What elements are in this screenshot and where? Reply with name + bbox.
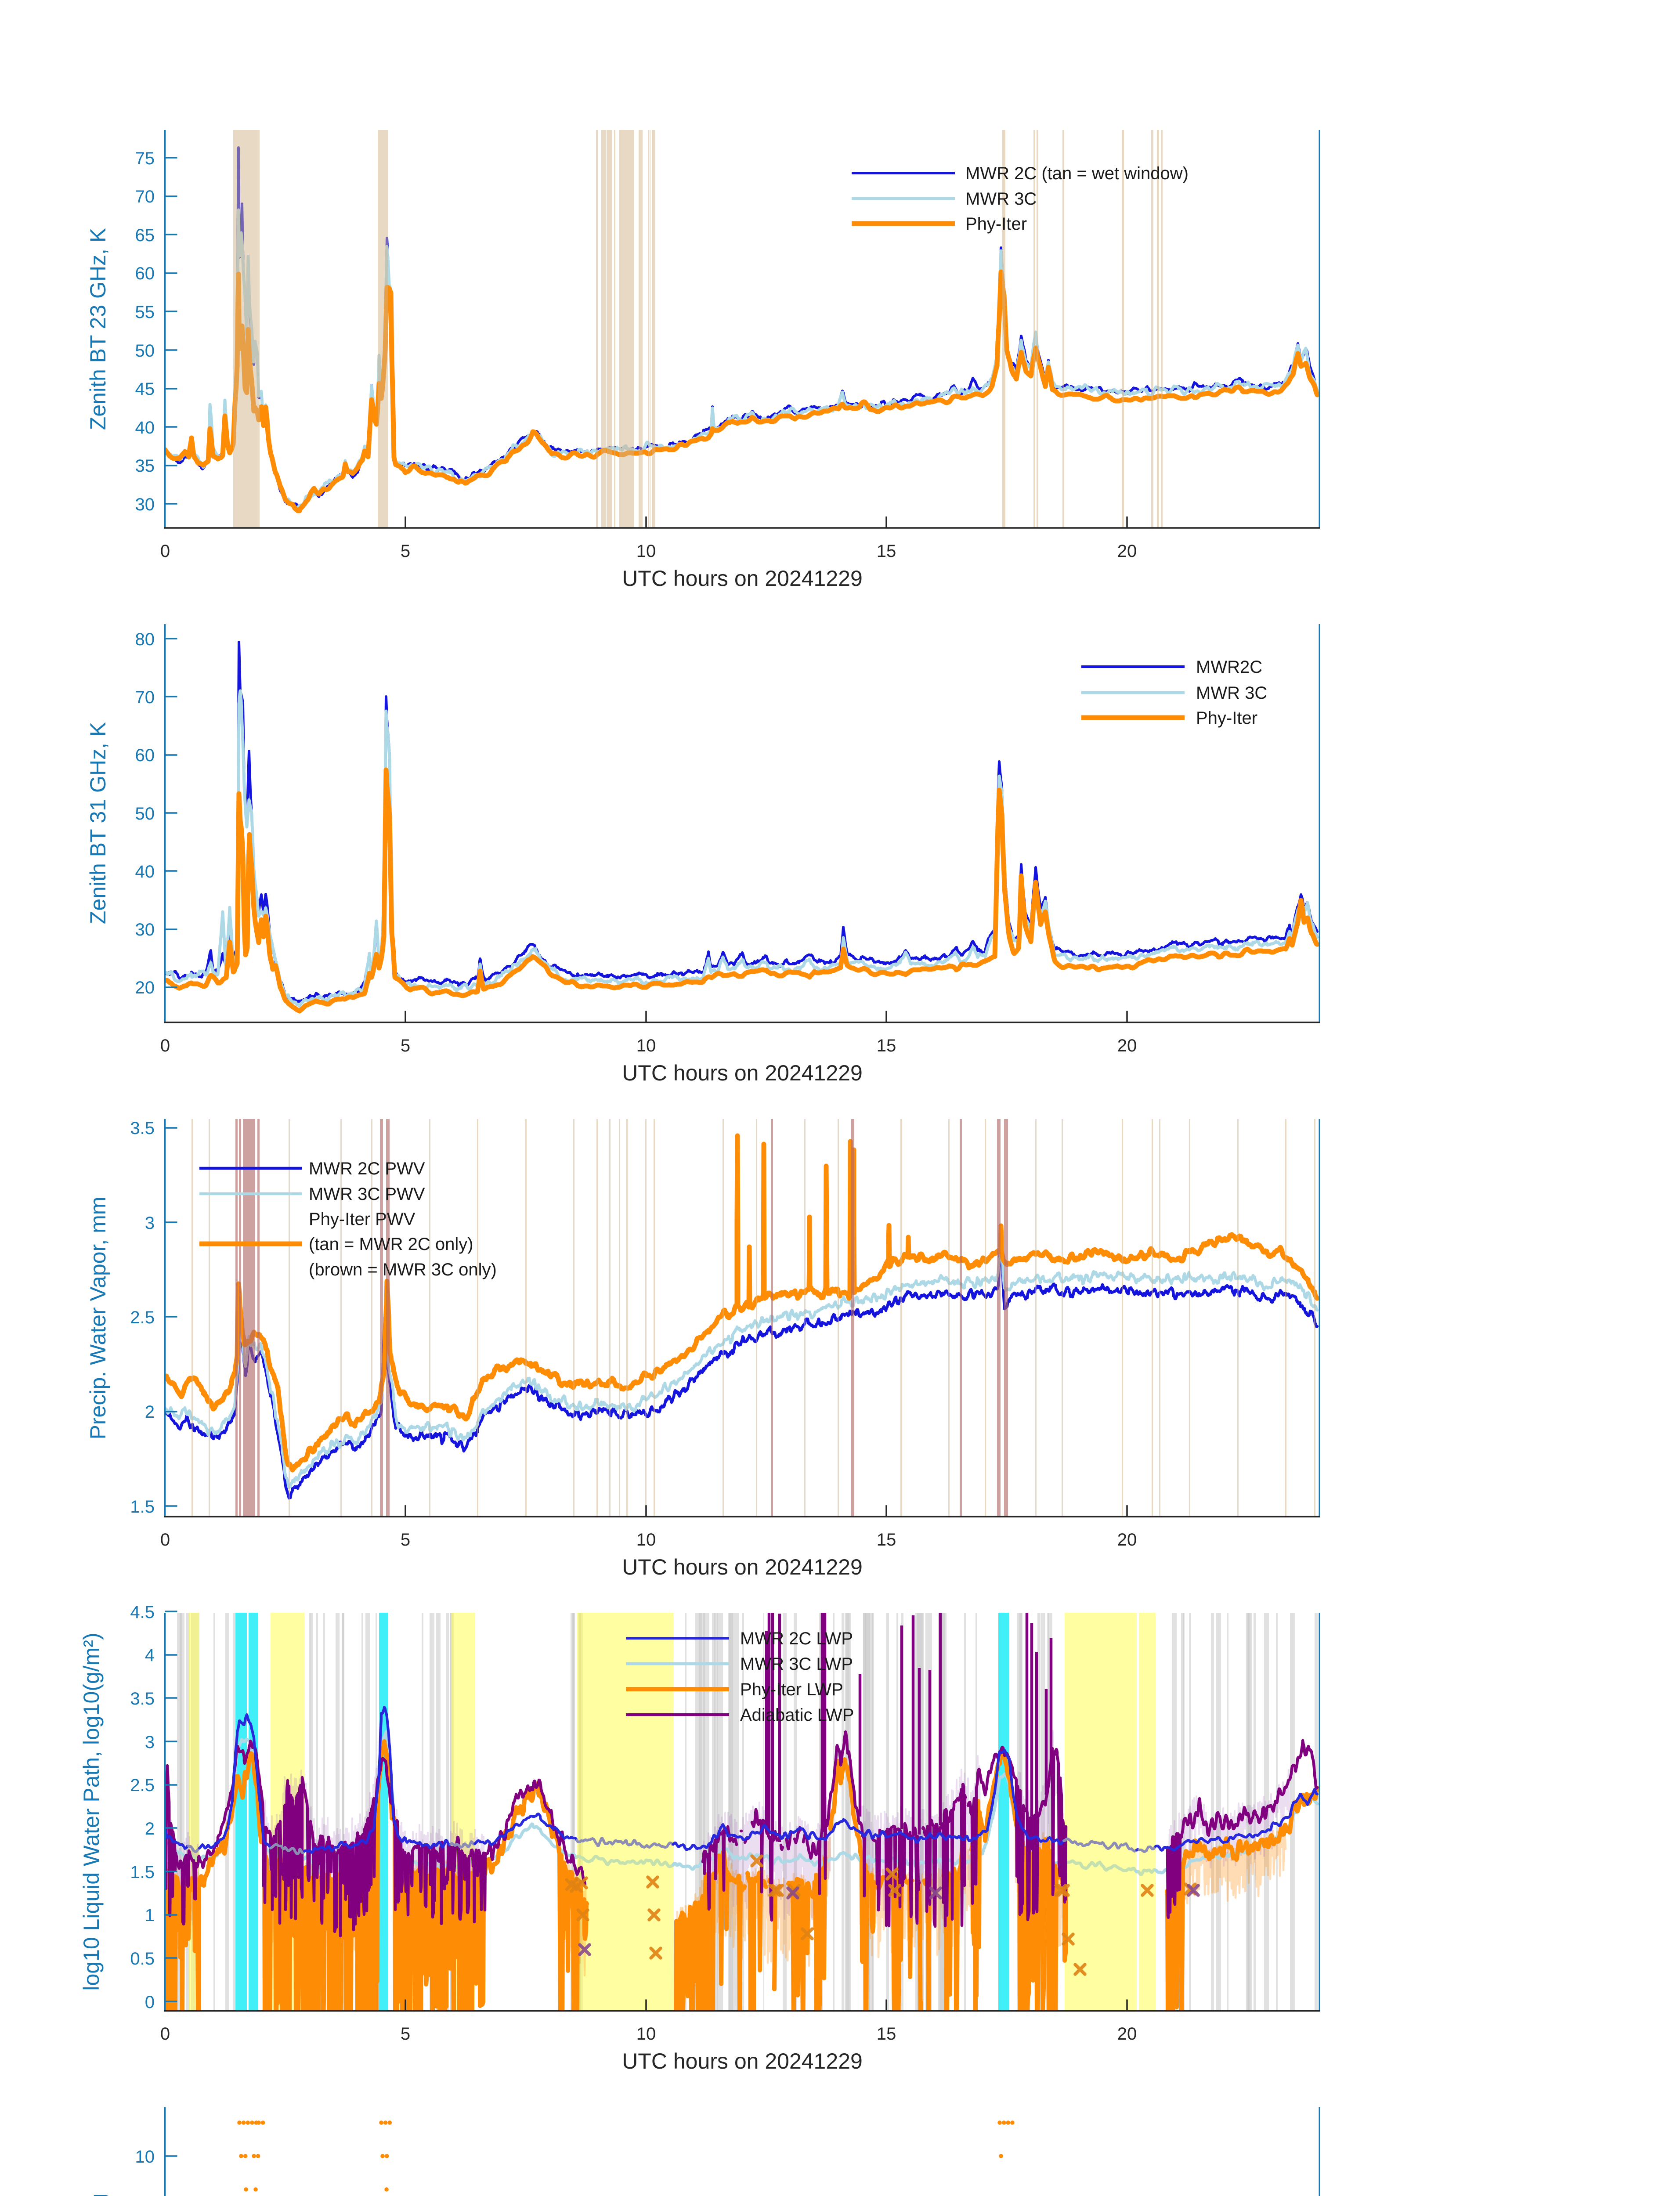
svg-text:Precip. Water Vapor, mm: Precip. Water Vapor, mm: [86, 1197, 110, 1440]
svg-text:60: 60: [135, 264, 155, 283]
svg-text:Phy-Iter LWP: Phy-Iter LWP: [740, 1680, 843, 1699]
svg-text:0: 0: [160, 1530, 170, 1549]
svg-text:80: 80: [135, 630, 155, 649]
svg-text:UTC hours on 20241229: UTC hours on 20241229: [622, 2049, 863, 2073]
svg-text:60: 60: [135, 746, 155, 765]
svg-text:3: 3: [145, 1214, 155, 1233]
svg-text:4.5: 4.5: [130, 1603, 155, 1622]
svg-text:Phy-Iter PWV: Phy-Iter PWV: [309, 1210, 415, 1229]
svg-text:0: 0: [160, 2024, 170, 2044]
svg-text:20: 20: [1117, 2024, 1137, 2044]
svg-text:UTC hours on 20241229: UTC hours on 20241229: [622, 1555, 863, 1579]
svg-text:4: 4: [145, 1646, 155, 1665]
svg-text:50: 50: [135, 341, 155, 361]
svg-text:50: 50: [135, 804, 155, 824]
svg-text:70: 70: [135, 688, 155, 707]
svg-text:45: 45: [135, 379, 155, 399]
svg-text:70: 70: [135, 187, 155, 206]
svg-text:0: 0: [145, 1993, 155, 2012]
svg-text:2: 2: [145, 1402, 155, 1422]
svg-text:5: 5: [401, 2024, 410, 2044]
svg-text:15: 15: [877, 2024, 896, 2044]
svg-text:2.5: 2.5: [130, 1776, 155, 1795]
svg-text:Zenith BT 23 GHz, K: Zenith BT 23 GHz, K: [86, 228, 110, 430]
svg-text:MWR 2C (tan = wet window): MWR 2C (tan = wet window): [965, 164, 1189, 183]
svg-text:5: 5: [401, 1530, 410, 1549]
svg-text:MWR Phy Iter DQ Flag: MWR Phy Iter DQ Flag: [86, 2193, 110, 2196]
svg-text:30: 30: [135, 495, 155, 514]
svg-text:MWR 2C LWP: MWR 2C LWP: [740, 1629, 853, 1648]
svg-text:MWR 3C LWP: MWR 3C LWP: [740, 1654, 853, 1674]
svg-text:35: 35: [135, 456, 155, 476]
svg-text:Phy-Iter: Phy-Iter: [965, 214, 1027, 234]
svg-text:(brown = MWR 3C only): (brown = MWR 3C only): [309, 1260, 497, 1279]
svg-text:5: 5: [401, 1036, 410, 1055]
svg-text:3: 3: [145, 1733, 155, 1752]
svg-text:3.5: 3.5: [130, 1119, 155, 1138]
svg-text:20: 20: [1117, 1530, 1137, 1549]
svg-text:15: 15: [877, 1036, 896, 1055]
svg-text:10: 10: [636, 1530, 656, 1549]
svg-text:10: 10: [636, 542, 656, 561]
svg-text:log10 Liquid Water Path, log10: log10 Liquid Water Path, log10(g/m²): [79, 1633, 104, 1990]
svg-text:(tan = MWR 2C only): (tan = MWR 2C only): [309, 1235, 473, 1254]
svg-text:65: 65: [135, 226, 155, 245]
svg-text:10: 10: [135, 2147, 155, 2167]
svg-text:5: 5: [401, 542, 410, 561]
svg-text:1.5: 1.5: [130, 1863, 155, 1882]
svg-text:20: 20: [1117, 1036, 1137, 1055]
svg-text:40: 40: [135, 418, 155, 437]
svg-text:75: 75: [135, 149, 155, 168]
svg-text:Phy-Iter: Phy-Iter: [1196, 708, 1257, 728]
svg-text:MWR2C: MWR2C: [1196, 657, 1262, 677]
svg-text:15: 15: [877, 542, 896, 561]
svg-text:1.5: 1.5: [130, 1497, 155, 1517]
svg-text:30: 30: [135, 920, 155, 939]
svg-text:40: 40: [135, 862, 155, 881]
svg-text:0: 0: [160, 542, 170, 561]
svg-text:10: 10: [636, 1036, 656, 1055]
svg-text:0.5: 0.5: [130, 1949, 155, 1968]
svg-text:1: 1: [145, 1906, 155, 1925]
svg-text:MWR 3C: MWR 3C: [1196, 683, 1267, 703]
svg-text:10: 10: [636, 2024, 656, 2044]
svg-text:20: 20: [135, 978, 155, 997]
svg-text:MWR 3C: MWR 3C: [965, 189, 1037, 209]
svg-text:UTC hours on 20241229: UTC hours on 20241229: [622, 1061, 863, 1085]
svg-text:UTC hours on 20241229: UTC hours on 20241229: [622, 566, 863, 591]
svg-text:2.5: 2.5: [130, 1308, 155, 1327]
svg-text:Adiabatic LWP: Adiabatic LWP: [740, 1705, 854, 1725]
svg-text:3.5: 3.5: [130, 1689, 155, 1708]
svg-text:MWR 2C PWV: MWR 2C PWV: [309, 1159, 425, 1178]
svg-text:55: 55: [135, 303, 155, 322]
svg-text:15: 15: [877, 1530, 896, 1549]
svg-text:2: 2: [145, 1819, 155, 1838]
svg-text:Zenith BT 31 GHz, K: Zenith BT 31 GHz, K: [86, 722, 110, 924]
svg-text:20: 20: [1117, 542, 1137, 561]
svg-text:MWR 3C PWV: MWR 3C PWV: [309, 1185, 425, 1204]
svg-text:0: 0: [160, 1036, 170, 1055]
